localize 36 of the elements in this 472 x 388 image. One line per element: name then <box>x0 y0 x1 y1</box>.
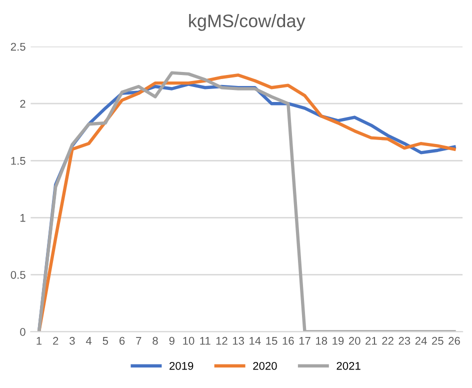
y-tick-label: 0 <box>20 328 26 336</box>
legend-label: 2021 <box>336 362 360 370</box>
x-tick-label: 13 <box>232 336 244 345</box>
x-tick-label: 22 <box>382 336 394 345</box>
y-tick-label: 0.5 <box>10 270 26 279</box>
x-tick-label: 2 <box>53 336 58 345</box>
legend-label: 2019 <box>170 362 194 370</box>
x-tick-label: 9 <box>169 336 174 345</box>
x-tick-label: 25 <box>432 336 444 345</box>
x-tick-label: 6 <box>120 336 125 345</box>
x-tick-label: 17 <box>299 337 310 345</box>
x-tick-label: 11 <box>200 337 210 345</box>
y-tick-label: 2.5 <box>10 42 26 51</box>
x-tick-label: 20 <box>348 336 360 345</box>
x-tick-label: 4 <box>86 337 92 345</box>
x-tick-label: 15 <box>266 337 278 345</box>
x-tick-label: 14 <box>250 337 261 345</box>
x-tick-label: 23 <box>398 336 410 345</box>
x-tick-label: 7 <box>136 337 142 345</box>
x-tick-label: 26 <box>448 336 460 345</box>
y-tick-label: 1.5 <box>11 157 26 165</box>
x-tick-label: 19 <box>332 336 344 345</box>
x-tick-label: 16 <box>282 336 294 345</box>
x-tick-label: 3 <box>70 336 75 345</box>
legend-label: 2020 <box>253 362 277 370</box>
x-tick-label: 24 <box>415 336 427 345</box>
x-tick-label: 18 <box>316 336 328 345</box>
x-tick-label: 1 <box>36 337 42 345</box>
x-tick-label: 10 <box>183 336 194 345</box>
chart-title: kgMS/cow/day <box>189 14 306 31</box>
x-tick-label: 5 <box>102 337 108 345</box>
y-tick-label: 2 <box>20 100 26 108</box>
y-tick-label: 1 <box>20 214 26 222</box>
x-tick-label: 21 <box>366 336 377 345</box>
x-tick-label: 8 <box>152 336 158 345</box>
x-tick-label: 12 <box>216 336 228 345</box>
